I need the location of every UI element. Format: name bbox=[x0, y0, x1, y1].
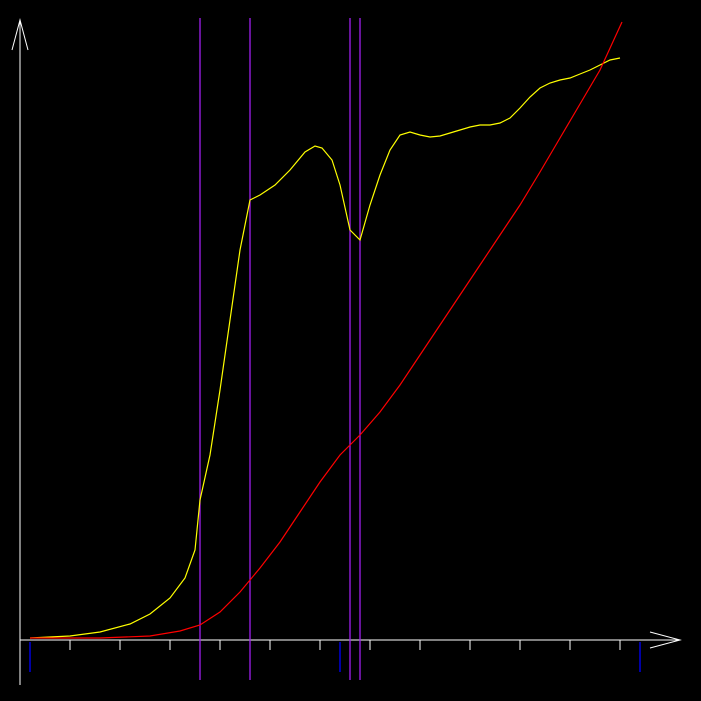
series-line bbox=[29, 57, 621, 639]
series-line bbox=[30, 21, 623, 639]
y-axis-arrow bbox=[11, 18, 29, 51]
x-axis-arrow bbox=[649, 631, 682, 649]
